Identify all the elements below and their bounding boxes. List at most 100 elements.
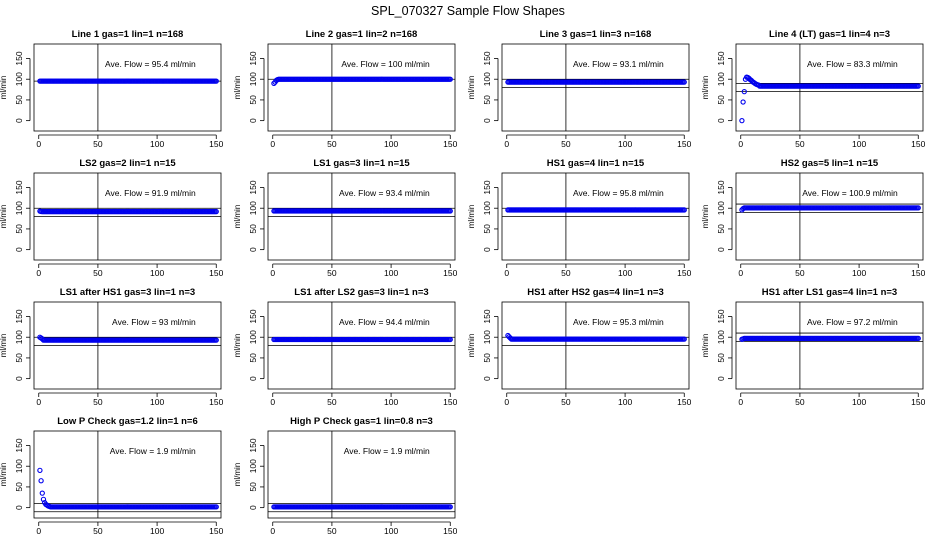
x-tick-label: 100	[384, 526, 398, 536]
y-tick-label: 0	[716, 118, 726, 123]
ave-flow-annotation: Ave. Flow = 95.8 ml/min	[573, 188, 664, 198]
x-tick-label: 100	[150, 526, 164, 536]
ave-flow-annotation: Ave. Flow = 95.4 ml/min	[105, 59, 196, 69]
y-tick-label: 50	[482, 224, 492, 234]
y-tick-label: 100	[716, 72, 726, 86]
chart-panel: High P Check gas=1 lin=0.8 n=3 Ave. Flow …	[233, 416, 458, 536]
panel-title: HS1 after HS2 gas=4 lin=1 n=3	[527, 287, 664, 298]
x-tick-label: 150	[209, 397, 223, 407]
data-points	[37, 208, 219, 215]
y-tick-label: 50	[14, 224, 24, 234]
data-point	[447, 76, 453, 82]
x-tick-label: 50	[327, 526, 337, 536]
y-axis-label: ml/min	[0, 463, 8, 487]
panel-title: Line 2 gas=1 lin=2 n=168	[306, 29, 418, 40]
x-tick-label: 100	[384, 139, 398, 149]
y-axis-label: ml/min	[233, 334, 242, 358]
y-tick-label: 150	[482, 180, 492, 194]
y-tick-label: 100	[248, 72, 258, 86]
panel-title: Low P Check gas=1.2 lin=1 n=6	[57, 416, 198, 427]
data-point	[741, 88, 747, 95]
x-tick-label: 0	[270, 268, 275, 278]
y-tick-label: 50	[248, 224, 258, 234]
y-tick-label: 100	[482, 72, 492, 86]
y-tick-label: 100	[248, 459, 258, 473]
x-tick-label: 150	[911, 397, 925, 407]
ave-flow-annotation: Ave. Flow = 83.3 ml/min	[807, 59, 898, 69]
data-point	[915, 335, 921, 342]
y-tick-label: 150	[716, 180, 726, 194]
x-tick-label: 50	[795, 268, 805, 278]
panel-title: HS2 gas=5 lin=1 n=15	[781, 158, 879, 169]
plot-frame	[33, 43, 222, 132]
chart-panel: Line 2 gas=1 lin=2 n=168 Ave. Flow = 100 …	[233, 29, 458, 149]
y-tick-label: 150	[482, 51, 492, 65]
y-tick-label: 100	[14, 330, 24, 344]
x-tick-label: 0	[504, 139, 509, 149]
y-tick-label: 50	[14, 95, 24, 105]
panel-title: LS1 after HS1 gas=3 lin=1 n=3	[60, 287, 195, 298]
data-points	[505, 207, 687, 213]
ave-flow-annotation: Ave. Flow = 93.4 ml/min	[339, 188, 430, 198]
panel-title: High P Check gas=1 lin=0.8 n=3	[290, 416, 433, 427]
y-axis-label: ml/min	[0, 205, 8, 229]
x-tick-label: 100	[852, 268, 866, 278]
y-tick-label: 0	[14, 505, 24, 510]
chart-panel: LS2 gas=2 lin=1 n=15 Ave. Flow = 91.9 ml/…	[0, 158, 224, 278]
x-tick-label: 100	[150, 397, 164, 407]
x-tick-label: 150	[443, 268, 457, 278]
chart-panel: Line 4 (LT) gas=1 lin=4 n=3 Ave. Flow = 8…	[701, 29, 926, 149]
plot-frame	[735, 43, 924, 132]
data-points	[739, 335, 921, 342]
data-point	[213, 504, 219, 510]
x-tick-label: 0	[36, 397, 41, 407]
data-point	[681, 336, 687, 342]
y-tick-label: 0	[14, 247, 24, 252]
y-tick-label: 50	[716, 353, 726, 363]
y-tick-label: 100	[716, 201, 726, 215]
panel-title: LS1 gas=3 lin=1 n=15	[313, 158, 410, 169]
y-axis-label: ml/min	[467, 334, 476, 358]
x-tick-label: 100	[618, 139, 632, 149]
x-tick-label: 100	[384, 397, 398, 407]
y-axis-label: ml/min	[233, 76, 242, 100]
chart-panel: Line 3 gas=1 lin=3 n=168 Ave. Flow = 93.1…	[467, 29, 692, 149]
y-tick-label: 0	[482, 247, 492, 252]
data-points	[37, 334, 219, 343]
ave-flow-annotation: Ave. Flow = 100.9 ml/min	[802, 188, 898, 198]
data-points	[271, 336, 453, 343]
x-tick-label: 0	[36, 139, 41, 149]
y-tick-label: 100	[14, 201, 24, 215]
x-tick-label: 150	[443, 397, 457, 407]
data-point	[447, 336, 453, 343]
x-tick-label: 50	[795, 397, 805, 407]
y-axis-label: ml/min	[233, 205, 242, 229]
y-axis-label: ml/min	[701, 76, 710, 100]
ave-flow-annotation: Ave. Flow = 91.9 ml/min	[105, 188, 196, 198]
chart-panel: LS1 gas=3 lin=1 n=15 Ave. Flow = 93.4 ml/…	[233, 158, 458, 278]
y-tick-label: 150	[716, 51, 726, 65]
panel-title: Line 4 (LT) gas=1 lin=4 n=3	[769, 29, 890, 40]
data-points	[271, 76, 453, 87]
y-tick-label: 50	[482, 95, 492, 105]
x-tick-label: 150	[911, 139, 925, 149]
y-tick-label: 0	[716, 376, 726, 381]
y-tick-label: 150	[14, 309, 24, 323]
data-points	[37, 78, 219, 84]
x-tick-label: 100	[852, 397, 866, 407]
x-tick-label: 50	[561, 268, 571, 278]
ave-flow-annotation: Ave. Flow = 100 ml/min	[341, 59, 430, 69]
x-tick-label: 0	[36, 526, 41, 536]
figure-title: SPL_070327 Sample Flow Shapes	[371, 4, 565, 18]
x-tick-label: 50	[327, 397, 337, 407]
x-tick-label: 150	[209, 526, 223, 536]
chart-panel: LS1 after HS1 gas=3 lin=1 n=3 Ave. Flow =…	[0, 287, 224, 407]
y-tick-label: 150	[14, 51, 24, 65]
chart-panel: HS1 gas=4 lin=1 n=15 Ave. Flow = 95.8 ml/…	[467, 158, 692, 278]
ave-flow-annotation: Ave. Flow = 95.3 ml/min	[573, 317, 664, 327]
y-tick-label: 50	[14, 353, 24, 363]
x-tick-label: 100	[618, 268, 632, 278]
y-tick-label: 50	[14, 482, 24, 492]
y-tick-label: 50	[482, 353, 492, 363]
chart-panel: Low P Check gas=1.2 lin=1 n=6 Ave. Flow =…	[0, 416, 224, 536]
